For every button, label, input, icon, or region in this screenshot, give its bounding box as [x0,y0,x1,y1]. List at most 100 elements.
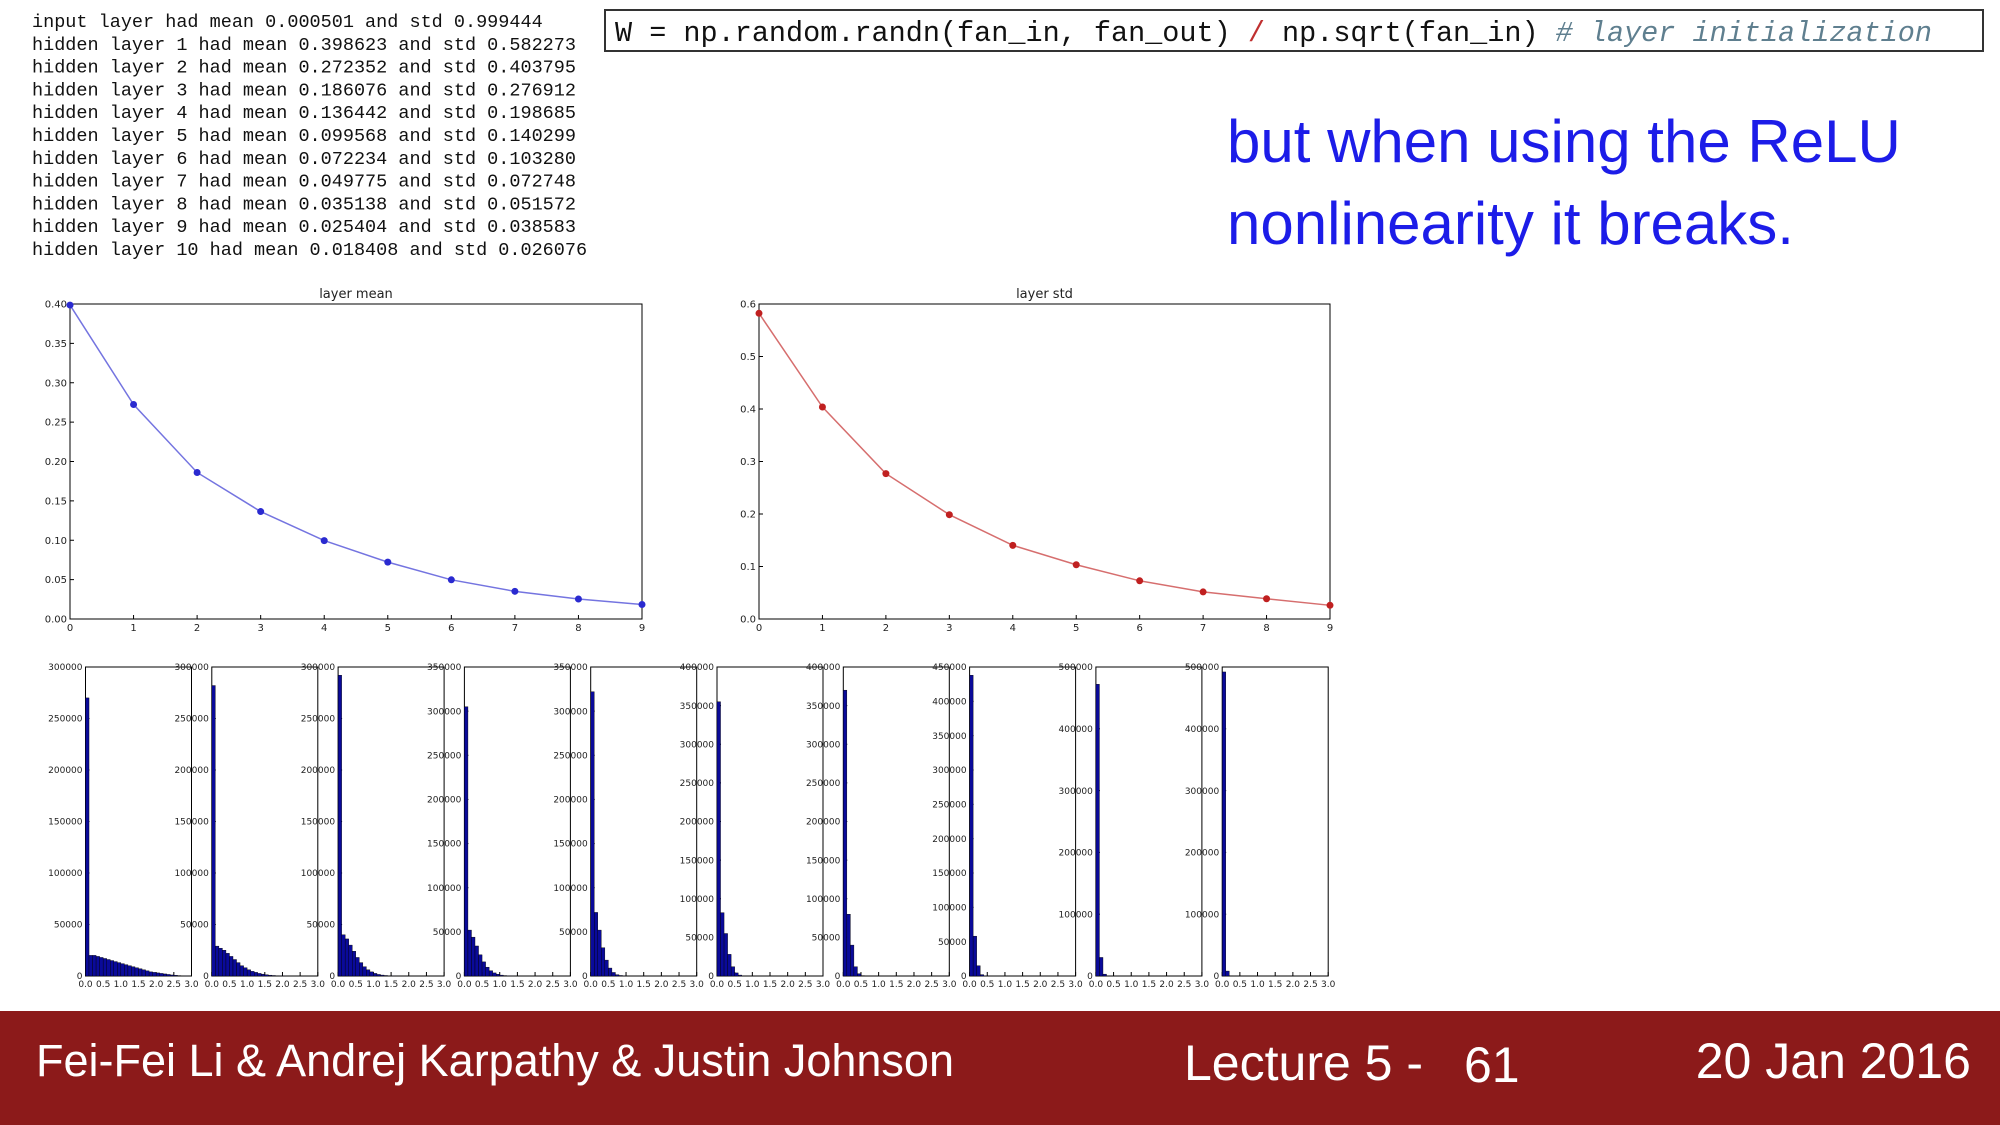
y-tick-label: 200000 [806,818,841,828]
histogram-bar [113,961,118,977]
y-tick-label: 200000 [1059,849,1094,859]
y-tick-label: 100000 [301,869,336,879]
y-tick-label: 300000 [48,663,83,673]
histogram-bar [972,935,977,977]
x-tick-label: 0.5 [96,980,110,990]
x-tick-label: 7 [1200,623,1206,634]
x-tick-label: 0.5 [980,980,994,990]
x-tick-label: 1.5 [510,980,524,990]
code: W = np.random.randn(fan_in, fan_out) [615,17,1248,50]
x-tick-label: 0 [67,623,73,634]
histogram-bar [110,960,114,977]
x-tick-label: 9 [639,623,645,634]
y-tick-label: 400000 [1185,725,1220,735]
y-tick-label: 0.0 [740,615,756,626]
histogram-bar [95,956,100,977]
histogram-bar [261,973,265,977]
x-tick-label: 0.0 [331,980,346,990]
x-tick-label: 2.5 [419,980,433,990]
x-tick-label: 2.0 [149,980,164,990]
histogram-bar [608,967,613,977]
histogram-bar [102,958,107,977]
y-tick-label: 200000 [553,796,588,806]
x-tick-label: 1.5 [637,980,651,990]
histogram-bar [362,966,367,977]
y-tick-label: 250000 [553,751,588,761]
y-tick-label: 0 [203,972,209,982]
y-tick-label: 400000 [1059,725,1094,735]
y-tick-label: 200000 [932,835,967,845]
histogram-bar [488,970,493,977]
point [447,576,455,584]
histogram-bar [716,701,721,977]
point [1136,577,1144,585]
y-tick-label: 150000 [427,840,462,850]
y-tick-label: 50000 [938,938,967,948]
histogram-bar [250,971,255,977]
y-tick-label: 100000 [48,869,83,879]
histogram-bar [601,947,606,977]
chart-title: layer std [1016,287,1073,302]
x-tick-label: 2.0 [1159,980,1174,990]
histogram-bar [117,962,122,977]
x-tick-label: 0.5 [601,980,615,990]
x-tick-label: 7 [512,623,518,634]
y-tick-label: 350000 [553,663,588,673]
x-tick-label: 1.0 [998,980,1013,990]
x-tick-label: 2.5 [293,980,307,990]
x-tick-label: 1.5 [384,980,398,990]
x-tick-label: 0.0 [78,980,93,990]
histogram-bar [127,965,132,977]
y-tick-label: 200000 [301,766,336,776]
y-tick-label: 400000 [680,663,715,673]
y-tick-label: 0.6 [740,300,756,311]
histogram-bar [478,954,483,977]
y-tick-label: 200000 [48,766,83,776]
histogram-bar [218,947,223,977]
histogram-bar [1099,957,1104,977]
point [66,301,74,309]
series-line [69,304,643,606]
x-tick-label: 0.0 [710,980,725,990]
console-line: hidden layer 5 had mean 0.099568 and std… [32,126,576,147]
y-tick-label: 100000 [1185,910,1220,920]
x-tick-label: 3 [257,623,263,634]
y-tick-label: 300000 [680,740,715,750]
histogram-bar [369,971,374,977]
point [1326,601,1334,609]
y-tick-label: 150000 [680,856,715,866]
y-tick-label: 300000 [301,663,336,673]
x-tick-label: 0.5 [728,980,742,990]
y-tick-label: 0.15 [45,496,67,507]
y-tick-label: 250000 [932,800,967,810]
y-tick-label: 0.10 [45,536,67,547]
y-tick-label: 0.35 [45,339,67,350]
y-tick-label: 0 [961,972,967,982]
histogram-bar [106,959,111,977]
console-line: hidden layer 9 had mean 0.025404 and std… [32,217,576,238]
x-tick-label: 0.0 [962,980,977,990]
histogram-bar [257,973,262,977]
histogram-bar [590,691,595,977]
console-line: hidden layer 10 had mean 0.018408 and st… [32,240,587,261]
x-tick-label: 0 [756,623,762,634]
x-tick-label: 3.0 [1195,980,1210,990]
x-tick-label: 3.0 [690,980,705,990]
y-tick-label: 300000 [932,766,967,776]
y-tick-label: 50000 [180,921,209,931]
point [1072,561,1080,569]
y-tick-label: 50000 [54,921,83,931]
series-line [758,312,1331,607]
x-tick-label: 8 [1263,623,1269,634]
x-tick-label: 2.0 [275,980,290,990]
y-tick-label: 0 [329,972,335,982]
x-tick-label: 3.0 [311,980,326,990]
y-tick-label: 50000 [306,921,335,931]
x-tick-label: 3.0 [1321,980,1336,990]
histogram-bar [611,972,616,977]
y-tick-label: 0.2 [740,510,756,521]
console-line: input layer had mean 0.000501 and std 0.… [32,12,543,33]
y-tick-label: 300000 [174,663,209,673]
x-tick-label: 1.0 [1250,980,1265,990]
x-tick-label: 2.0 [907,980,922,990]
